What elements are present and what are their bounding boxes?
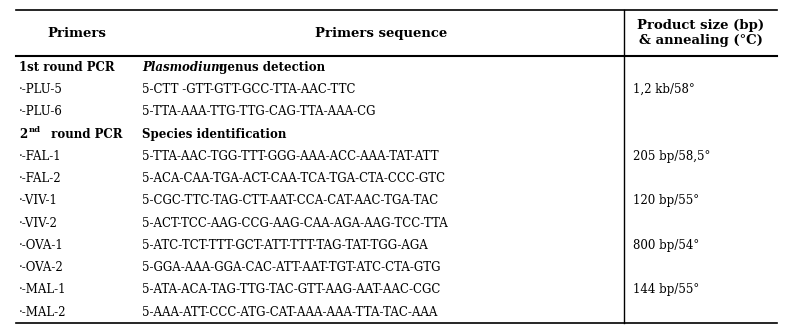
- Text: ·-OVA-2: ·-OVA-2: [19, 261, 64, 274]
- Text: 205 bp/58,5°: 205 bp/58,5°: [633, 150, 711, 163]
- Text: ·-PLU-5: ·-PLU-5: [19, 83, 63, 96]
- Text: 5-CTT -GTT-GTT-GCC-TTA-AAC-TTC: 5-CTT -GTT-GTT-GCC-TTA-AAC-TTC: [142, 83, 356, 96]
- Text: 144 bp/55°: 144 bp/55°: [633, 283, 699, 296]
- Text: 5-AAA-ATT-CCC-ATG-CAT-AAA-AAA-TTA-TAC-AAA: 5-AAA-ATT-CCC-ATG-CAT-AAA-AAA-TTA-TAC-AA…: [142, 306, 437, 319]
- Text: ·-MAL-1: ·-MAL-1: [19, 283, 67, 296]
- Text: 1,2 kb/58°: 1,2 kb/58°: [633, 83, 696, 96]
- Text: 120 bp/55°: 120 bp/55°: [633, 194, 699, 207]
- Text: ·-VIV-2: ·-VIV-2: [19, 217, 58, 230]
- Text: 1st round PCR: 1st round PCR: [19, 61, 115, 74]
- Text: Product size (bp)
& annealing (°C): Product size (bp) & annealing (°C): [637, 19, 764, 47]
- Text: 5-GGA-AAA-GGA-CAC-ATT-AAT-TGT-ATC-CTA-GTG: 5-GGA-AAA-GGA-CAC-ATT-AAT-TGT-ATC-CTA-GT…: [142, 261, 440, 274]
- Text: 5-ACT-TCC-AAG-CCG-AAG-CAA-AGA-AAG-TCC-TTA: 5-ACT-TCC-AAG-CCG-AAG-CAA-AGA-AAG-TCC-TT…: [142, 217, 447, 230]
- Text: 5-ATA-ACA-TAG-TTG-TAC-GTT-AAG-AAT-AAC-CGC: 5-ATA-ACA-TAG-TTG-TAC-GTT-AAG-AAT-AAC-CG…: [142, 283, 440, 296]
- Text: ·-PLU-6: ·-PLU-6: [19, 105, 63, 118]
- Text: ·-MAL-2: ·-MAL-2: [19, 306, 67, 319]
- Text: nd: nd: [29, 126, 41, 134]
- Text: 5-CGC-TTC-TAG-CTT-AAT-CCA-CAT-AAC-TGA-TAC: 5-CGC-TTC-TAG-CTT-AAT-CCA-CAT-AAC-TGA-TA…: [142, 194, 438, 207]
- Text: 5-TTA-AAC-TGG-TTT-GGG-AAA-ACC-AAA-TAT-ATT: 5-TTA-AAC-TGG-TTT-GGG-AAA-ACC-AAA-TAT-AT…: [142, 150, 439, 163]
- Text: Species identification: Species identification: [142, 128, 287, 141]
- Text: ·-OVA-1: ·-OVA-1: [19, 239, 64, 252]
- Text: Primers sequence: Primers sequence: [315, 26, 447, 40]
- Text: Plasmodium: Plasmodium: [142, 61, 224, 74]
- Text: Primers: Primers: [47, 26, 106, 40]
- Text: 5-TTA-AAA-TTG-TTG-CAG-TTA-AAA-CG: 5-TTA-AAA-TTG-TTG-CAG-TTA-AAA-CG: [142, 105, 375, 118]
- Text: ·-FAL-2: ·-FAL-2: [19, 172, 61, 185]
- Text: 2: 2: [19, 128, 27, 141]
- Text: 5-ATC-TCT-TTT-GCT-ATT-TTT-TAG-TAT-TGG-AGA: 5-ATC-TCT-TTT-GCT-ATT-TTT-TAG-TAT-TGG-AG…: [142, 239, 428, 252]
- Text: round PCR: round PCR: [47, 128, 122, 141]
- Text: 5-ACA-CAA-TGA-ACT-CAA-TCA-TGA-CTA-CCC-GTC: 5-ACA-CAA-TGA-ACT-CAA-TCA-TGA-CTA-CCC-GT…: [142, 172, 445, 185]
- Text: genus detection: genus detection: [215, 61, 325, 74]
- Text: 800 bp/54°: 800 bp/54°: [633, 239, 699, 252]
- Text: ·-FAL-1: ·-FAL-1: [19, 150, 61, 163]
- Text: ·-VIV-1: ·-VIV-1: [19, 194, 58, 207]
